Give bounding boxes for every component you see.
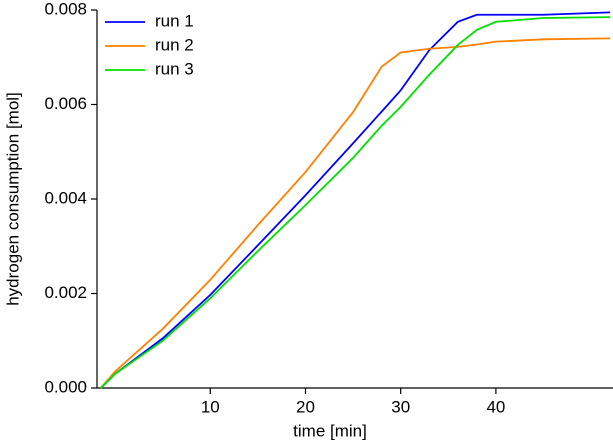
legend-label: run 1 <box>155 11 194 30</box>
line <box>100 37 611 389</box>
line <box>100 11 611 389</box>
y-tick-label: 0.002 <box>44 283 87 302</box>
legend-label: run 3 <box>155 59 194 78</box>
x-tick-label: 40 <box>486 397 505 416</box>
y-axis-label: hydrogen consumption [mol] <box>3 92 22 306</box>
x-tick-label: 30 <box>391 397 410 416</box>
line <box>100 16 611 389</box>
legend-label: run 2 <box>155 35 194 54</box>
x-tick-label: 20 <box>296 397 315 416</box>
y-tick-label: 0.004 <box>44 188 87 207</box>
y-tick-label: 0.008 <box>44 0 87 18</box>
x-axis-label: time [min] <box>293 421 367 440</box>
y-tick-label: 0.000 <box>44 377 87 396</box>
y-tick-label: 0.006 <box>44 94 87 113</box>
x-tick-label: 10 <box>201 397 220 416</box>
